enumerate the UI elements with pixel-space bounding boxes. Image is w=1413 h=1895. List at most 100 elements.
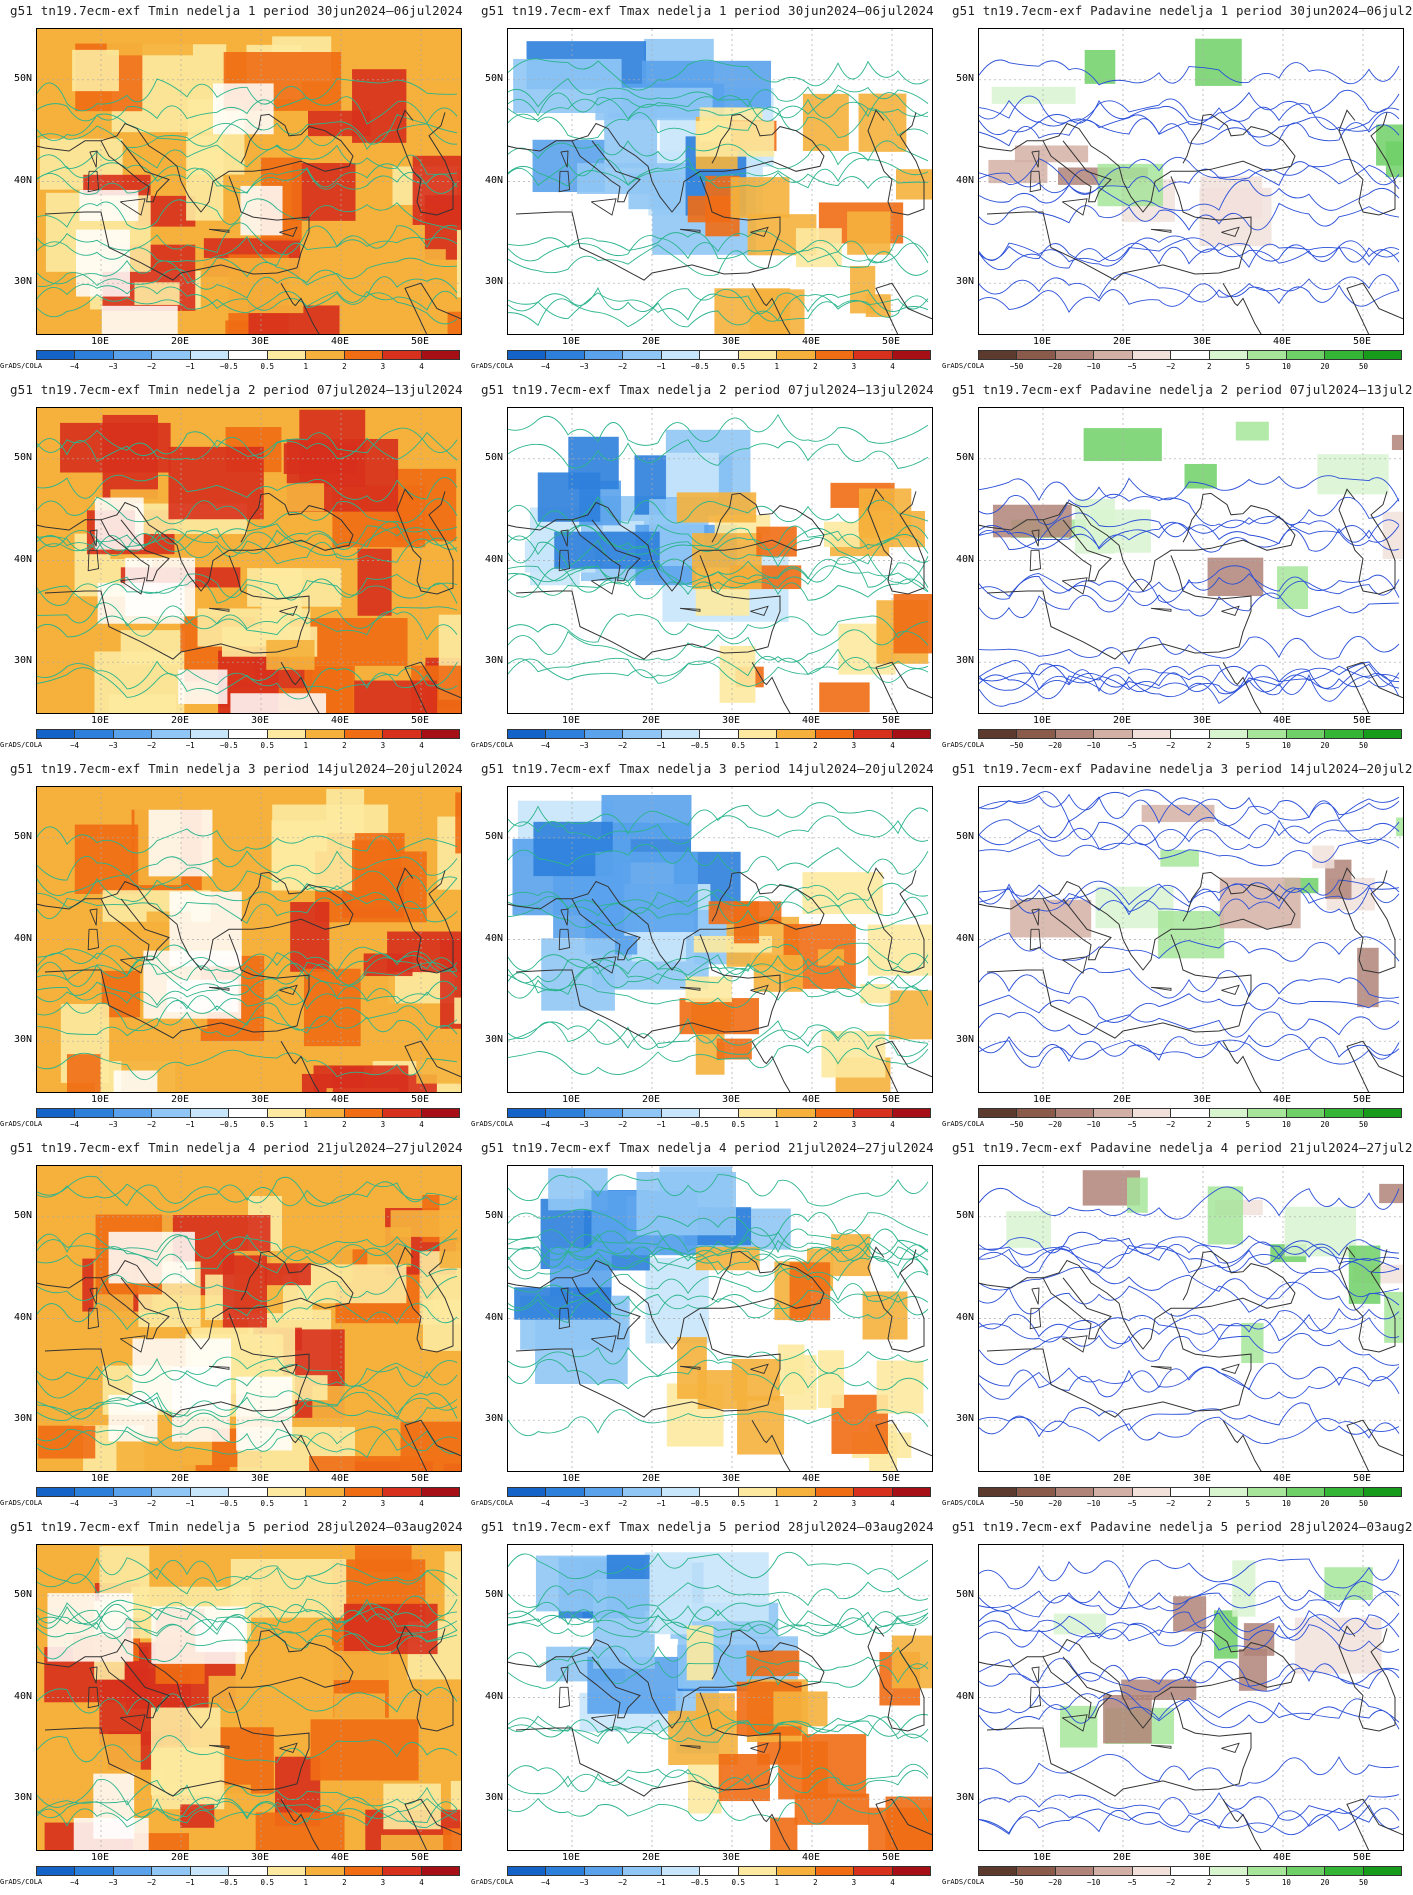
colorbar-swatch xyxy=(1054,1488,1094,1496)
map-area xyxy=(36,1165,462,1472)
longitude-label: 30E xyxy=(721,1852,741,1863)
contour-line xyxy=(508,1763,929,1790)
colorbar xyxy=(507,1108,931,1118)
longitude-label: 20E xyxy=(641,1094,661,1105)
contour-line xyxy=(979,273,1400,299)
coastline xyxy=(1346,1040,1403,1092)
latitude-label: 40N xyxy=(13,1311,32,1323)
colorbar-swatch xyxy=(1131,351,1171,359)
colorbar-swatch xyxy=(74,351,113,359)
island-outline xyxy=(560,908,569,926)
coastline xyxy=(396,488,454,595)
colorbar-swatch xyxy=(1131,1109,1171,1117)
anomaly-cell xyxy=(693,935,773,953)
contour-line xyxy=(37,291,458,325)
contour-line xyxy=(37,521,458,552)
colorbar-tick-label: −5 xyxy=(1127,1120,1137,1129)
longitude-label: 10E xyxy=(561,715,581,726)
colorbar-tick-label: 1 xyxy=(774,1499,780,1508)
colorbar-swatch xyxy=(1285,1109,1325,1117)
island-outline xyxy=(279,984,298,995)
island-outline xyxy=(558,1686,571,1709)
coastline xyxy=(875,1798,932,1850)
anomaly-cell xyxy=(236,1376,293,1451)
coastline xyxy=(404,1798,461,1850)
contour-line xyxy=(508,1017,929,1049)
contour-line xyxy=(508,657,929,687)
colorbar-swatch xyxy=(151,351,190,359)
anomaly-cell xyxy=(679,998,759,1035)
longitude-label: 20E xyxy=(641,1473,661,1484)
coastline xyxy=(571,1656,641,1719)
map-panel: g51 tn19.7ecm-exf Padavine nedelja 1 per… xyxy=(942,0,1413,379)
panel-title: g51 tn19.7ecm-exf Tmax nedelja 3 period … xyxy=(481,761,934,776)
island-outline xyxy=(1221,226,1240,237)
latitude-label: 40N xyxy=(955,1690,974,1702)
coastline xyxy=(44,934,310,1039)
contour-line xyxy=(37,144,458,175)
colorbar-tick-label: 4 xyxy=(419,1120,424,1129)
island-outline xyxy=(558,170,571,193)
latitude-label: 30N xyxy=(955,1034,974,1046)
contour-line xyxy=(508,629,929,663)
coastline xyxy=(1338,1246,1396,1353)
island-outline xyxy=(1150,1365,1172,1370)
map-panel: g51 tn19.7ecm-exf Tmax nedelja 1 period … xyxy=(471,0,942,379)
grads-credit: GrADS/COLA xyxy=(471,1878,514,1886)
longitude-label: 30E xyxy=(250,715,270,726)
anomaly-cell xyxy=(202,257,304,314)
contour-line xyxy=(979,661,1400,693)
island-outline xyxy=(1029,549,1042,572)
coastline xyxy=(404,1040,461,1092)
latitude-label: 40N xyxy=(484,1690,503,1702)
map-area xyxy=(978,1165,1404,1472)
colorbar-tick-label: −20 xyxy=(1048,1499,1062,1508)
anomaly-cell xyxy=(802,872,883,915)
colorbar-tick-label: −2 xyxy=(1166,1120,1176,1129)
anomaly-cell xyxy=(454,997,461,1024)
map-area xyxy=(978,28,1404,335)
contour-line xyxy=(979,1307,1400,1338)
contour-line xyxy=(508,954,929,984)
anomaly-cell xyxy=(789,1262,831,1321)
anomaly-cell xyxy=(439,1185,461,1269)
contour-line xyxy=(37,1181,458,1213)
longitude-label: 40E xyxy=(330,1094,350,1105)
contour-line xyxy=(979,1313,1400,1345)
colorbar-swatch xyxy=(420,730,459,738)
contour-line xyxy=(979,817,1400,851)
longitude-label: 20E xyxy=(1112,1473,1132,1484)
colorbar-tick-label: 0.5 xyxy=(260,362,275,371)
contour-line xyxy=(979,636,1400,665)
colorbar-swatch xyxy=(891,1867,930,1875)
map-panel: g51 tn19.7ecm-exf Tmax nedelja 3 period … xyxy=(471,758,942,1137)
island-outline xyxy=(208,1365,230,1370)
colorbar-tick-label: 2 xyxy=(813,362,818,371)
anomaly-cell xyxy=(847,211,891,255)
island-outline xyxy=(1150,986,1172,991)
contour-line xyxy=(508,537,929,568)
contour-line xyxy=(37,222,458,256)
anomaly-cell xyxy=(355,1545,412,1572)
coastline xyxy=(986,1313,1252,1418)
colorbar-swatch xyxy=(776,1867,815,1875)
coastline xyxy=(280,1798,320,1850)
island-outline xyxy=(750,605,769,616)
anomaly-cell xyxy=(143,950,242,1019)
coastline xyxy=(571,1277,641,1340)
colorbar-tick-label: 50 xyxy=(1358,1499,1368,1508)
contour-line xyxy=(979,1415,1400,1445)
colorbar-swatch xyxy=(1093,1488,1132,1496)
colorbar-swatch xyxy=(74,1867,113,1875)
colorbar-swatch xyxy=(151,1867,190,1875)
island-outline xyxy=(1061,1335,1088,1353)
colorbar xyxy=(507,1487,931,1497)
island-outline xyxy=(1029,928,1042,951)
colorbar-tick-label: 3 xyxy=(380,1499,386,1508)
colorbar xyxy=(507,1866,931,1876)
panel-title: g51 tn19.7ecm-exf Padavine nedelja 5 per… xyxy=(952,1519,1413,1534)
contour-line xyxy=(979,521,1400,553)
map-area xyxy=(36,407,462,714)
island-outline xyxy=(1031,529,1040,547)
colorbar-tick-label: 10 xyxy=(1281,741,1291,750)
